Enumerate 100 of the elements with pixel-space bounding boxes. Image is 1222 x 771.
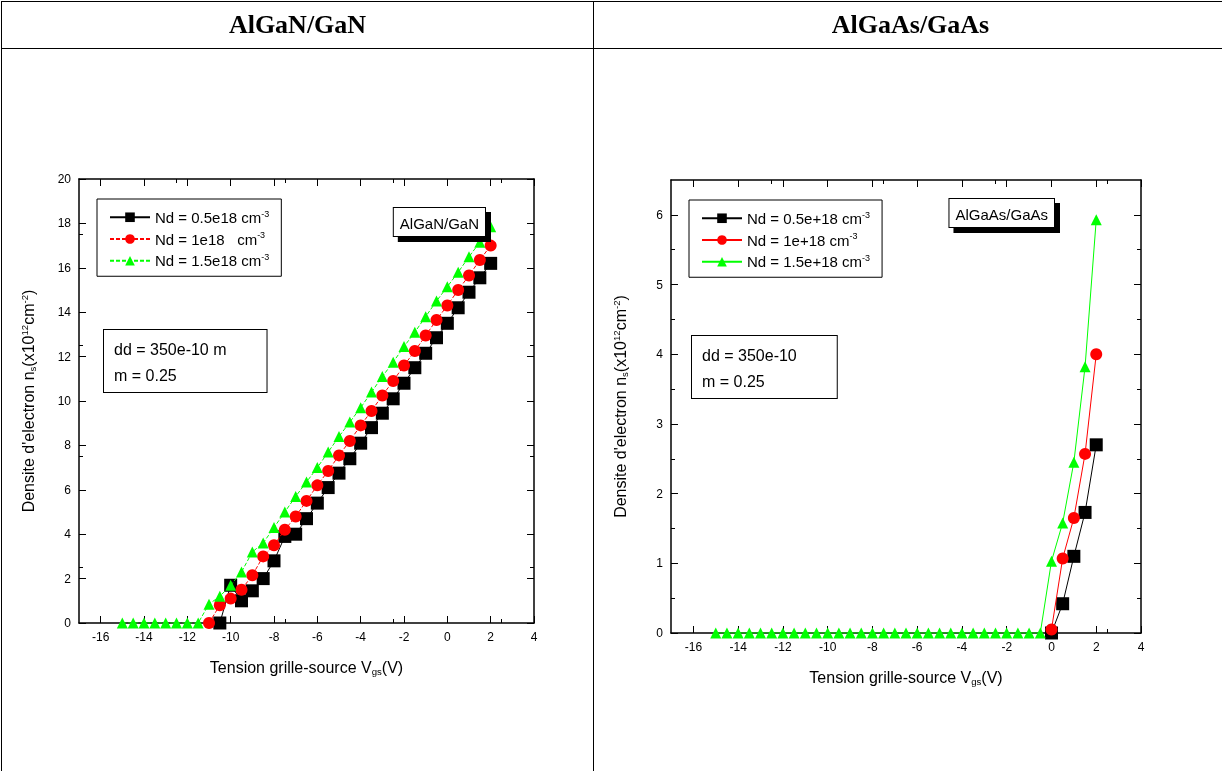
point <box>375 406 389 420</box>
point <box>452 284 465 296</box>
point <box>332 466 346 480</box>
point <box>956 627 968 639</box>
point <box>311 479 324 492</box>
x-tick-label: -14 <box>135 630 153 644</box>
point <box>1090 214 1102 226</box>
point <box>224 592 237 605</box>
x-tick-label: 4 <box>530 630 538 644</box>
y-tick-label: 8 <box>64 438 72 453</box>
y-tick-label: 2 <box>656 486 664 501</box>
point <box>300 512 313 526</box>
point <box>419 329 432 342</box>
point <box>343 434 356 447</box>
point <box>766 627 778 639</box>
point <box>300 494 313 507</box>
point <box>1012 627 1024 639</box>
point <box>419 346 433 360</box>
point <box>484 256 498 270</box>
x-tick-label: 0 <box>443 630 451 644</box>
y-tick-label: 18 <box>57 216 72 231</box>
y-tick-label: 2 <box>64 571 72 586</box>
point <box>203 598 215 610</box>
point <box>934 627 946 639</box>
point <box>398 341 410 353</box>
x-tick-label: -8 <box>867 640 879 654</box>
point <box>441 299 454 312</box>
y-tick-label: 1 <box>656 556 664 571</box>
point <box>945 627 957 639</box>
point <box>485 221 497 233</box>
point <box>967 627 979 639</box>
point <box>855 627 867 639</box>
point <box>732 627 744 639</box>
point <box>365 404 378 417</box>
point <box>990 627 1002 639</box>
x-tick-label: 2 <box>1092 640 1100 654</box>
point <box>866 627 878 639</box>
x-tick-label: -10 <box>818 640 837 654</box>
point <box>310 496 324 510</box>
point <box>408 345 421 358</box>
point <box>755 627 767 639</box>
point <box>431 295 442 307</box>
point <box>473 254 486 267</box>
x-tick-label: -6 <box>911 640 923 654</box>
point <box>344 416 356 428</box>
point <box>721 627 733 639</box>
point <box>484 239 497 252</box>
x-tick-label: -4 <box>355 630 367 644</box>
x-tick-label: -12 <box>178 630 197 644</box>
x-tick-label: -6 <box>312 630 323 644</box>
point <box>256 572 270 586</box>
point <box>321 481 335 495</box>
point <box>463 251 475 263</box>
point <box>799 627 811 639</box>
point <box>366 386 377 398</box>
point <box>1067 512 1080 524</box>
point <box>387 356 399 368</box>
point <box>149 617 161 629</box>
y-axis-title: Densite d'electron ns(x1012cm-2) <box>18 289 38 513</box>
point <box>878 627 890 639</box>
x-tick-label: 2 <box>487 630 495 644</box>
point <box>333 449 345 462</box>
y-tick-label: 20 <box>57 172 72 186</box>
annotation: AlGaN/GaN <box>399 214 480 232</box>
y-tick-label: 10 <box>57 394 72 408</box>
point <box>214 590 226 602</box>
x-tick-label: 0 <box>1048 640 1056 654</box>
y-tick-label: 12 <box>57 349 72 364</box>
point <box>267 554 281 568</box>
point <box>138 617 150 629</box>
point <box>354 419 367 432</box>
point <box>1089 438 1103 452</box>
point <box>257 550 270 563</box>
point <box>290 490 302 502</box>
y-tick-label: 16 <box>57 260 72 275</box>
point <box>1078 505 1092 519</box>
point <box>430 313 443 326</box>
point <box>1056 552 1069 565</box>
point <box>1045 623 1058 636</box>
point <box>376 389 389 402</box>
point <box>279 506 291 518</box>
point <box>387 375 400 388</box>
point <box>1079 447 1092 460</box>
point <box>1045 555 1057 567</box>
point <box>978 627 990 639</box>
point <box>235 583 248 596</box>
point <box>171 617 182 629</box>
point <box>452 266 464 278</box>
point <box>355 402 367 414</box>
point <box>278 523 291 536</box>
y-tick-label: 5 <box>656 277 664 292</box>
point <box>420 311 432 323</box>
point <box>743 627 755 639</box>
point <box>127 617 139 629</box>
point <box>246 569 259 582</box>
point <box>397 376 411 390</box>
point <box>922 627 934 639</box>
x-tick-label: -16 <box>91 630 110 644</box>
x-tick-label: -2 <box>398 630 410 644</box>
point <box>246 546 258 558</box>
